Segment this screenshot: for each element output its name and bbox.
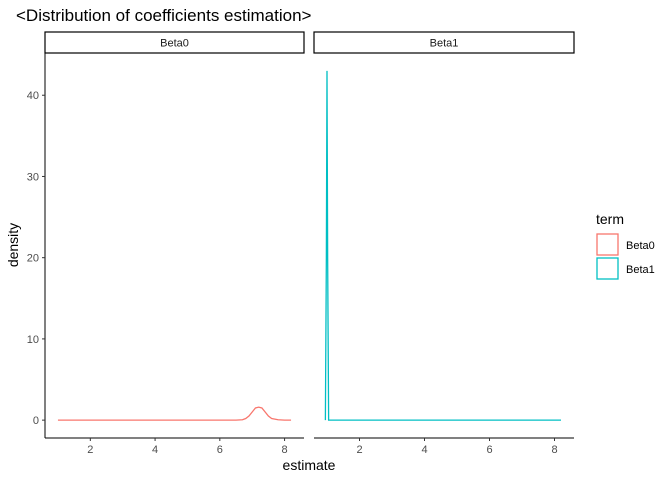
density-line-beta0 bbox=[57, 406, 292, 421]
panel-beta1: Beta1 2 4 6 8 bbox=[313, 31, 575, 456]
x-tick-label: 8 bbox=[282, 444, 288, 456]
y-tick-label: 20 bbox=[27, 253, 39, 265]
legend-key-beta1 bbox=[596, 257, 619, 280]
y-tick-label: 40 bbox=[27, 90, 39, 102]
strip-beta1-label: Beta1 bbox=[430, 38, 459, 50]
panel-beta1-lines bbox=[324, 70, 561, 421]
strip-beta0-label: Beta0 bbox=[160, 38, 189, 50]
legend: term Beta0 Beta1 bbox=[596, 211, 655, 280]
legend-key-beta0 bbox=[596, 233, 619, 256]
legend-items: Beta0 Beta1 bbox=[596, 233, 655, 280]
panel-beta0-lines bbox=[57, 406, 292, 421]
legend-title: term bbox=[596, 211, 624, 227]
x-tick-label: 2 bbox=[87, 444, 93, 456]
y-axis-ticks: 0 10 20 30 40 bbox=[27, 90, 45, 427]
strip-beta1-box bbox=[313, 31, 575, 54]
legend-label-beta1: Beta1 bbox=[626, 264, 655, 276]
x-tick-label: 4 bbox=[421, 444, 427, 456]
x-tick-label: 2 bbox=[356, 444, 362, 456]
panel-beta0: Beta0 2 4 6 8 bbox=[44, 31, 305, 456]
strip-beta0-box bbox=[44, 31, 305, 54]
chart-title: <Distribution of coefficients estimation… bbox=[16, 6, 312, 25]
y-axis-title: density bbox=[5, 223, 21, 267]
density-line-beta1 bbox=[324, 70, 561, 421]
x-tick-label: 6 bbox=[217, 444, 223, 456]
legend-label-beta0: Beta0 bbox=[626, 240, 655, 252]
y-tick-label: 30 bbox=[27, 171, 39, 183]
y-tick-label: 0 bbox=[33, 415, 39, 427]
x-tick-label: 4 bbox=[152, 444, 158, 456]
panel-beta0-x-ticks: 2 4 6 8 bbox=[87, 438, 288, 456]
x-tick-label: 6 bbox=[486, 444, 492, 456]
x-axis-title: estimate bbox=[283, 457, 336, 473]
panel-beta1-x-ticks: 2 4 6 8 bbox=[356, 438, 558, 456]
y-tick-label: 10 bbox=[27, 334, 39, 346]
x-tick-label: 8 bbox=[551, 444, 557, 456]
